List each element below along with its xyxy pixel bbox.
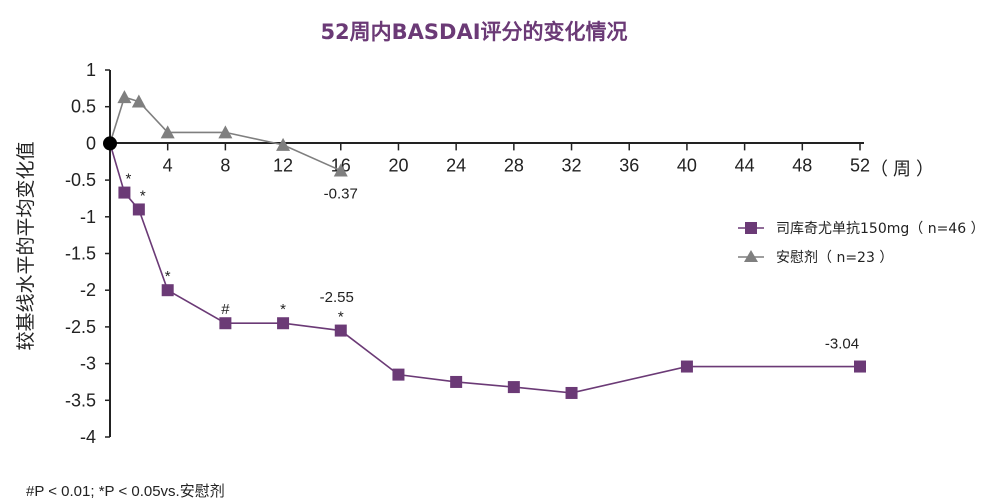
significance-mark: * — [280, 301, 286, 318]
legend: 司库奇尤单抗150mg（ n=46 ） 安慰剂（ n=23 ） — [738, 220, 985, 266]
significance-mark: * — [165, 268, 171, 285]
y-tick-label: -4 — [80, 427, 96, 447]
y-tick-label: 1 — [86, 60, 96, 80]
significance-mark: * — [126, 171, 132, 188]
x-tick-label: 40 — [677, 155, 697, 175]
significance-mark: * — [140, 187, 146, 204]
x-tick-label: 36 — [619, 155, 639, 175]
value-annotation: -2.55 — [320, 289, 354, 306]
data-point-secukinumab — [392, 368, 405, 381]
y-tick-label: 0.5 — [71, 97, 96, 117]
value-annotation: -0.37 — [324, 186, 358, 203]
chart-title: 52周内BASDAI评分的变化情况 — [320, 20, 627, 44]
y-tick-label: -1.5 — [65, 244, 96, 264]
y-tick-label: -2 — [80, 280, 96, 300]
data-point-placebo — [131, 94, 146, 108]
data-point-secukinumab — [161, 284, 174, 297]
x-tick-label: 12 — [273, 155, 293, 175]
data-point-secukinumab — [450, 375, 463, 388]
data-point-placebo — [333, 163, 348, 177]
significance-mark: # — [221, 301, 230, 318]
data-point-secukinumab — [680, 360, 693, 373]
x-axis-unit: （ 周 ） — [870, 159, 934, 179]
footnote: #P < 0.01; *P < 0.05vs.安慰剂 — [26, 483, 225, 500]
data-point-secukinumab — [854, 360, 866, 373]
y-tick-label: -0.5 — [65, 170, 96, 190]
data-point-placebo — [117, 90, 132, 104]
data-point-placebo — [218, 125, 233, 139]
series-line-secukinumab — [109, 143, 860, 394]
data-point-placebo — [276, 137, 291, 151]
y-tick-label: -2.5 — [65, 317, 96, 337]
y-tick-label: -1 — [80, 207, 96, 227]
data-point-secukinumab — [507, 381, 520, 394]
data-point-placebo — [160, 125, 175, 139]
x-tick-label: 44 — [735, 155, 755, 175]
y-axis-label: 较基线水平的平均变化值 — [15, 141, 37, 350]
origin-point — [103, 136, 117, 151]
x-tick-label: 8 — [220, 155, 230, 175]
value-annotation: -3.04 — [825, 336, 859, 353]
data-point-secukinumab — [334, 324, 347, 337]
x-tick-label: 32 — [562, 155, 582, 175]
x-tick-label: 28 — [504, 155, 524, 175]
data-point-secukinumab — [118, 186, 131, 199]
legend-label-secukinumab: 司库奇尤单抗150mg（ n=46 ） — [776, 220, 985, 237]
x-tick-label: 24 — [446, 155, 466, 175]
data-point-secukinumab — [132, 203, 145, 216]
y-tick-label: 0 — [86, 133, 96, 153]
legend-label-placebo: 安慰剂（ n=23 ） — [776, 249, 893, 266]
data-point-secukinumab — [277, 317, 290, 330]
significance-mark: * — [338, 309, 344, 326]
y-tick-label: -3.5 — [65, 390, 96, 410]
legend-marker-secukinumab — [745, 222, 757, 234]
legend-marker-placebo — [744, 250, 758, 262]
x-tick-label: 4 — [163, 155, 173, 175]
data-point-secukinumab — [219, 317, 232, 330]
data-point-secukinumab — [565, 386, 578, 399]
x-tick-label: 20 — [388, 155, 408, 175]
x-tick-label: 52 — [850, 155, 870, 175]
x-tick-label: 48 — [792, 155, 812, 175]
y-tick-label: -3 — [80, 354, 96, 374]
